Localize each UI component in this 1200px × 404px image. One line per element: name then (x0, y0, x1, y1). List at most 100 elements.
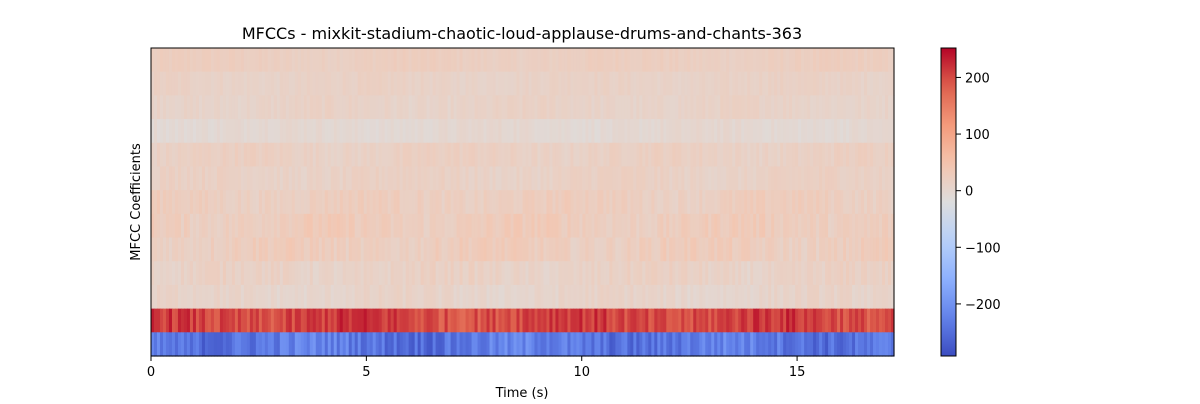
heatmap-cell (201, 332, 206, 357)
heatmap-cell (387, 284, 392, 310)
heatmap-cell (255, 95, 260, 120)
heatmap-cell (273, 332, 278, 357)
heatmap-cell (297, 332, 302, 357)
heatmap-cell (456, 332, 461, 357)
heatmap-cell (162, 332, 167, 357)
heatmap-cell (156, 237, 161, 262)
heatmap-cell (873, 119, 877, 144)
heatmap-cell (735, 237, 739, 262)
heatmap-cell (432, 213, 437, 239)
heatmap-cell (732, 190, 736, 215)
heatmap-cell (420, 213, 425, 239)
heatmap-cell (183, 95, 188, 120)
heatmap-cell (159, 261, 164, 286)
heatmap-cell (261, 213, 266, 239)
heatmap-cell (771, 213, 775, 239)
heatmap-cell (540, 119, 545, 144)
heatmap-cell (561, 48, 566, 73)
heatmap-cell (879, 95, 883, 120)
heatmap-cell (231, 142, 236, 168)
heatmap-cell (363, 119, 368, 144)
heatmap-cell (795, 332, 799, 357)
heatmap-cell (243, 332, 248, 357)
heatmap-cell (228, 95, 233, 120)
heatmap-cell (489, 237, 494, 262)
heatmap-cell (195, 308, 200, 333)
heatmap-cell (753, 48, 757, 73)
heatmap-cell (690, 284, 694, 310)
heatmap-cell (552, 166, 557, 191)
heatmap-cell (552, 71, 557, 96)
heatmap-cell (735, 284, 739, 310)
heatmap-cell (423, 213, 428, 239)
heatmap-cell (570, 237, 575, 262)
heatmap-cell (648, 119, 652, 144)
heatmap-cell (267, 213, 272, 239)
heatmap-cell (801, 166, 805, 191)
heatmap-cell (285, 48, 290, 73)
heatmap-cell (402, 119, 407, 144)
heatmap-cell (516, 308, 521, 333)
heatmap-cell (168, 261, 173, 286)
heatmap-cell (528, 237, 533, 262)
heatmap-cell (201, 308, 206, 333)
heatmap-cell (564, 166, 569, 191)
heatmap-cell (210, 166, 215, 191)
heatmap-cell (474, 142, 479, 168)
heatmap-cell (213, 71, 218, 96)
heatmap-cell (306, 237, 311, 262)
heatmap-cell (600, 190, 604, 215)
heatmap-cell (831, 308, 835, 333)
heatmap-cell (585, 142, 590, 168)
heatmap-cell (885, 190, 889, 215)
heatmap-cell (714, 166, 718, 191)
heatmap-cell (780, 308, 784, 333)
heatmap-cell (765, 213, 769, 239)
heatmap-cell (789, 284, 793, 310)
heatmap-cell (270, 190, 275, 215)
heatmap-cell (255, 166, 260, 191)
heatmap-cell (702, 48, 706, 73)
heatmap-cell (183, 284, 188, 310)
heatmap-cell (567, 166, 572, 191)
heatmap-cell (864, 95, 868, 120)
heatmap-cell (681, 166, 685, 191)
heatmap-cell (810, 142, 814, 168)
heatmap-cell (462, 213, 467, 239)
heatmap-cell (468, 237, 473, 262)
heatmap-cell (291, 213, 296, 239)
heatmap-cell (177, 284, 182, 310)
heatmap-cell (525, 166, 530, 191)
heatmap-cell (882, 71, 886, 96)
heatmap-cell (303, 213, 308, 239)
heatmap-cell (849, 332, 853, 357)
heatmap-cell (723, 119, 727, 144)
heatmap-cell (645, 190, 649, 215)
heatmap-cell (585, 190, 590, 215)
heatmap-cell (171, 119, 176, 144)
heatmap-cell (414, 213, 419, 239)
heatmap-cell (732, 261, 736, 286)
heatmap-cell (672, 95, 676, 120)
heatmap-cell (468, 308, 473, 333)
heatmap-cell (489, 213, 494, 239)
x-axis: 0 5 10 15 (147, 356, 805, 380)
heatmap-cell (501, 261, 506, 286)
heatmap-cell (717, 119, 721, 144)
heatmap-cell (417, 48, 422, 73)
heatmap-cell (588, 237, 593, 262)
heatmap-cell (453, 142, 458, 168)
heatmap-cell (567, 284, 572, 310)
heatmap-cell (612, 48, 616, 73)
heatmap-cell (255, 308, 260, 333)
heatmap-cell (195, 237, 200, 262)
heatmap-cell (705, 71, 709, 96)
heatmap-cell (384, 190, 389, 215)
heatmap-cell (651, 119, 655, 144)
heatmap-cell (177, 48, 182, 73)
heatmap-cell (279, 332, 284, 357)
heatmap-cell (831, 95, 835, 120)
heatmap-cell (507, 308, 512, 333)
heatmap-cell (843, 213, 847, 239)
heatmap-cell (267, 237, 272, 262)
